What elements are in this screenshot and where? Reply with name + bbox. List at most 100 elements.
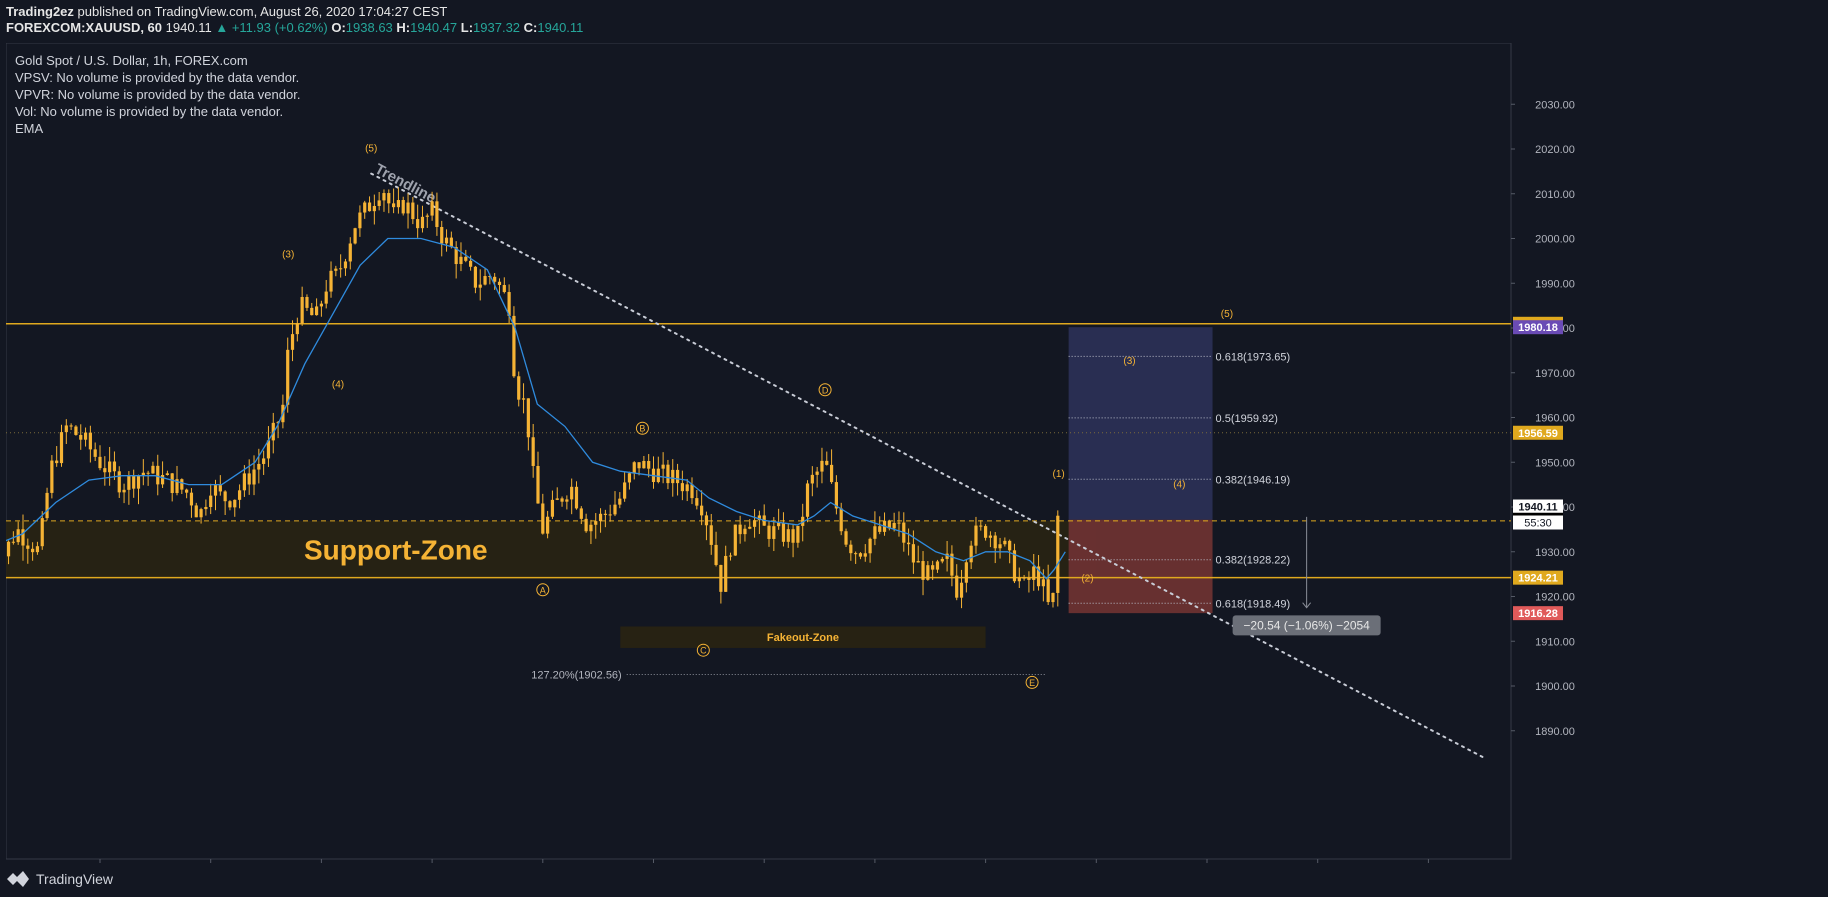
candle-body [743, 528, 747, 535]
wave-label-circle [818, 383, 832, 397]
candle-body [642, 460, 646, 469]
y-tick-label: 1970.00 [1535, 368, 1575, 380]
candle-body [348, 243, 352, 262]
candle-body [777, 522, 781, 527]
candle-body [1012, 550, 1017, 582]
price-axis-label[interactable] [1513, 320, 1563, 335]
candle-body [189, 492, 194, 506]
candle-body [257, 463, 261, 470]
candle-body [521, 398, 526, 400]
candle-body [391, 203, 396, 208]
candle-body [541, 503, 545, 534]
price-axis-label[interactable] [1513, 499, 1563, 514]
candle-body [531, 437, 535, 466]
price-change: +11.93 (+0.62%) [231, 20, 328, 35]
candle-body [675, 469, 680, 484]
candle-body [464, 256, 468, 261]
candle-body [984, 526, 988, 538]
candle-body [550, 499, 555, 517]
wave-label: (5) [1221, 309, 1233, 320]
legend-symbol[interactable]: Gold Spot / U.S. Dollar, 1h, FOREX.com [15, 53, 248, 68]
open-label: O: [331, 20, 346, 35]
candle-body [136, 476, 141, 489]
author-name[interactable]: Trading2ez [6, 4, 74, 19]
countdown-label [1513, 515, 1563, 530]
price-axis-label[interactable] [1513, 425, 1563, 440]
candle-body [416, 219, 420, 229]
candle-body [233, 499, 237, 508]
wave-label-circle [1025, 675, 1039, 689]
candle-body [748, 526, 752, 529]
candle-body [560, 498, 564, 502]
candle-body [849, 544, 853, 554]
candle-body [502, 285, 506, 293]
change-arrow-icon: ▲ [215, 20, 229, 35]
candle-body [637, 462, 641, 469]
stop-zone[interactable] [1068, 519, 1213, 614]
candle-body [618, 498, 622, 505]
candle-body [209, 495, 213, 507]
tradingview-brand[interactable]: TradingView [36, 871, 114, 887]
candle-body [440, 227, 444, 244]
candle-body [314, 306, 319, 316]
candle-body [574, 486, 579, 509]
y-tick-label: 1920.00 [1535, 592, 1575, 604]
low-value: 1937.32 [473, 20, 521, 35]
legend-ema[interactable]: EMA [15, 121, 44, 136]
candle-body [974, 525, 978, 546]
candle-body [228, 501, 232, 508]
tradingview-logo-icon[interactable] [6, 871, 30, 887]
target-zone[interactable] [1068, 327, 1213, 520]
measure-label: −20.54 (−1.06%) −2054 [1243, 618, 1370, 632]
wave-label: (4) [332, 379, 344, 390]
candle-body [175, 479, 179, 494]
candle-body [199, 509, 203, 518]
candle-body [517, 376, 521, 400]
candle-body [108, 461, 112, 473]
candle-body [579, 508, 583, 519]
candle-body [83, 432, 88, 440]
publish-header: Trading2ez published on TradingView.com,… [6, 4, 583, 36]
candle-body [329, 270, 333, 292]
candle-body [752, 520, 757, 527]
candle-body [151, 465, 155, 474]
candle-body [55, 460, 59, 464]
candle-body [791, 529, 795, 543]
candle-body [242, 473, 246, 491]
candle-body [406, 202, 410, 214]
candle-body [218, 485, 222, 492]
legend-vpsv[interactable]: VPSV: No volume is provided by the data … [15, 70, 300, 85]
trendline[interactable] [370, 172, 1485, 759]
legend-vpvr[interactable]: VPVR: No volume is provided by the data … [15, 87, 301, 102]
candle-body [714, 544, 718, 565]
candle-body [825, 460, 829, 465]
candle-body [829, 464, 834, 483]
candle-body [1032, 566, 1036, 580]
candle-body [526, 398, 530, 438]
legend-vol[interactable]: Vol: No volume is provided by the data v… [15, 104, 284, 119]
price-axis-label[interactable] [1513, 606, 1563, 621]
y-tick-label: 2030.00 [1535, 99, 1575, 111]
close-label: C: [523, 20, 538, 35]
candle-body [738, 524, 742, 535]
support-zone-label: Support-Zone [304, 535, 488, 566]
candle-body [45, 492, 49, 519]
ema-line[interactable] [6, 237, 1066, 580]
candle-body [940, 558, 944, 562]
candle-body [367, 202, 372, 212]
candle-body [339, 268, 343, 270]
price-chart[interactable]: Support-Zone Fakeout-Zone 0.618(1973.65) 0… [6, 43, 1828, 863]
candle-body [724, 555, 728, 592]
wave-label-circle [635, 421, 649, 435]
candle-body [671, 469, 675, 484]
candle-body [353, 228, 357, 244]
low-label: L: [460, 20, 474, 35]
candle-body [127, 475, 131, 490]
candle-body [1036, 566, 1041, 587]
candle-body [213, 485, 218, 496]
candle-body [623, 482, 627, 499]
fib-label: 0.618(1918.49) [1216, 598, 1291, 610]
price-axis-label[interactable] [1513, 570, 1563, 585]
countdown-text: 55:30 [1524, 518, 1552, 530]
candle-body [931, 565, 935, 570]
